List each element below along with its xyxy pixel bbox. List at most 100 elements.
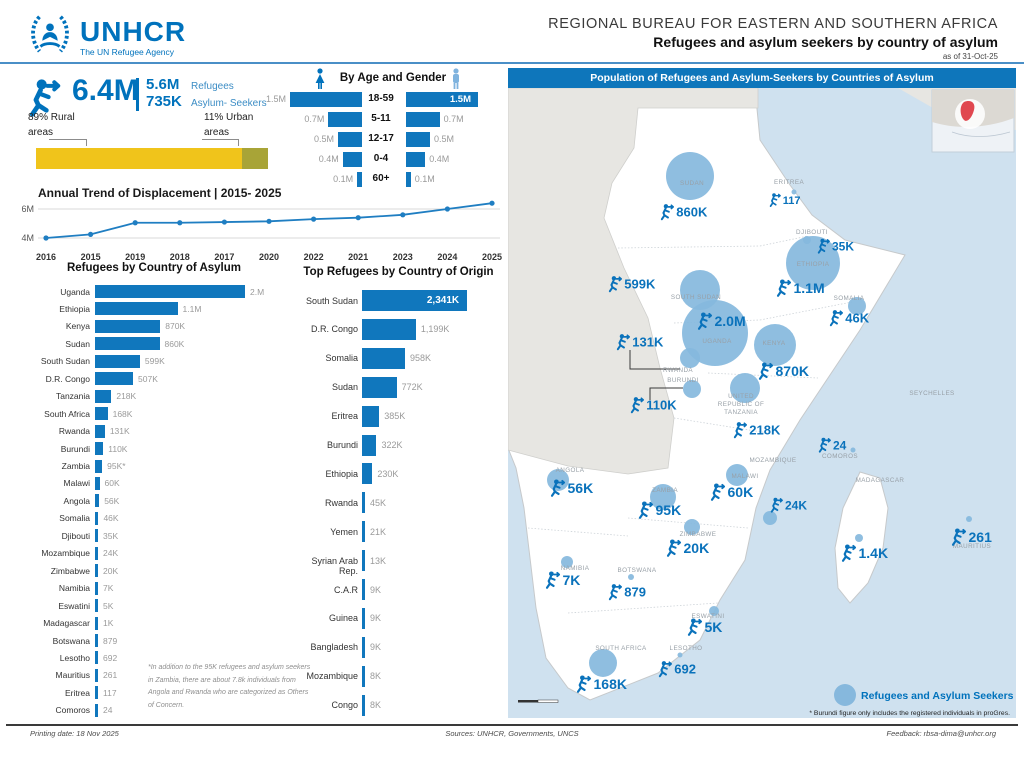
map-bubble xyxy=(650,484,676,510)
bar-value: 168K xyxy=(112,408,133,419)
map-value: 95K xyxy=(656,502,682,518)
bar-value: 13K xyxy=(370,555,387,566)
bar xyxy=(95,354,140,368)
asylum-label: Asylum- Seekers xyxy=(191,98,267,109)
map-bubble xyxy=(848,297,866,315)
asylum-seekers-stat: 735K Asylum- Seekers xyxy=(146,93,296,110)
runner-icon xyxy=(666,539,682,557)
runner-icon xyxy=(687,618,703,636)
non-region-land xyxy=(507,87,759,475)
bar-value: 322K xyxy=(381,440,403,450)
bar-label: C.A.R xyxy=(333,584,358,595)
bar xyxy=(362,434,377,456)
as-of-date: as of 31-Oct-25 xyxy=(942,52,998,61)
total-population: 6.4M xyxy=(72,74,139,107)
map-value: 20K xyxy=(684,540,710,556)
bar-label: Djibouti xyxy=(61,530,90,541)
x-tick: 2023 xyxy=(393,252,413,262)
country-label: BURUNDI xyxy=(667,377,699,384)
bar xyxy=(95,319,161,333)
bar xyxy=(362,579,365,600)
report-subtitle: Refugees and asylum seekers by country o… xyxy=(653,34,998,50)
bar xyxy=(95,668,98,682)
scale-bar xyxy=(518,699,559,703)
bar-label: Mozambique xyxy=(41,548,90,559)
bar-value: 860K xyxy=(164,338,185,349)
bar xyxy=(362,550,365,572)
bar xyxy=(95,494,100,508)
map-footnote: * Burundi figure only includes the regis… xyxy=(809,710,1010,717)
logo-text: UNHCR The UN Refugee Agency xyxy=(80,18,186,58)
country-border xyxy=(759,235,809,247)
map-value: 218K xyxy=(749,423,781,438)
bar-value: 56K xyxy=(104,495,120,506)
female-value: 0.5M xyxy=(313,134,334,144)
map-value: 56K xyxy=(568,480,594,496)
bar-value: 2,341K xyxy=(426,295,460,306)
country-label: ETHIOPIA xyxy=(797,261,830,268)
data-point xyxy=(355,215,361,221)
trend-plot: 6M 4M 2016 2015 2019 2018 2017 2020 2022 2021 2023… xyxy=(10,199,505,270)
map-bubble xyxy=(684,519,700,535)
refugees-stat: 5.6M Refugees xyxy=(146,76,296,93)
bar-value: 35K xyxy=(103,530,119,541)
map-bubble xyxy=(803,236,811,244)
bar xyxy=(95,476,100,490)
male-bar xyxy=(406,92,478,107)
bar-value: 692 xyxy=(103,652,118,663)
country-label: SOMALIA xyxy=(834,295,865,302)
bar-value: 230K xyxy=(377,468,399,479)
map-value: 2.0M xyxy=(715,313,746,329)
bar-value: 20K xyxy=(103,565,119,576)
feedback-email[interactable]: Feedback: rbsa-dima@unhcr.org xyxy=(886,729,996,738)
rural-share: 89% Rural areas xyxy=(28,112,75,138)
bar-label: Zimbabwe xyxy=(50,565,90,576)
bar xyxy=(95,442,104,456)
country-label: RWANDA xyxy=(663,367,693,374)
age-band-label: 18-59 xyxy=(368,93,394,104)
data-point xyxy=(444,206,450,212)
bar-label: Ethiopia xyxy=(325,468,358,479)
runner-icon xyxy=(638,501,654,519)
x-tick: 2016 xyxy=(36,252,56,262)
asylum-chart: Refugees by Country of Asylum Uganda 2.M E… xyxy=(14,262,302,724)
map-bubble xyxy=(628,574,634,580)
bar-label: Eswatini xyxy=(58,600,90,611)
female-bar xyxy=(338,132,362,147)
bar xyxy=(362,694,365,716)
map-bubble xyxy=(547,469,569,491)
country-border xyxy=(527,527,629,537)
female-bar xyxy=(342,152,362,167)
country-label: UNITED xyxy=(728,393,754,400)
bar-label: Madagascar xyxy=(43,618,90,629)
bar xyxy=(95,546,98,560)
bar xyxy=(362,607,365,629)
runner-icon xyxy=(817,238,830,254)
bar xyxy=(95,302,178,316)
bar xyxy=(362,636,365,658)
bar-value: 9K xyxy=(370,642,382,653)
female-icon xyxy=(315,68,325,89)
bar-label: Zambia xyxy=(61,461,90,471)
bar-label: Sudan xyxy=(65,338,90,349)
map-bubble xyxy=(726,464,748,486)
bar-label: Bangladesh xyxy=(310,642,358,653)
data-point xyxy=(311,216,317,222)
country-label: DJIBOUTI xyxy=(796,229,828,236)
runner-icon xyxy=(616,334,630,351)
runner-icon xyxy=(608,584,622,601)
bar-value: 5K xyxy=(103,600,114,611)
bar-value: 95K* xyxy=(107,461,126,471)
x-tick: 2019 xyxy=(125,252,145,262)
map-value: 24K xyxy=(785,498,807,512)
bar xyxy=(362,492,365,514)
female-value: 0.1M xyxy=(333,174,354,184)
map-title: Population of Refugees and Asylum-Seeker… xyxy=(508,68,1016,88)
bar-label: Botswana xyxy=(52,635,90,646)
country-label: TANZANIA xyxy=(724,409,758,416)
brand-tagline: The UN Refugee Agency xyxy=(80,47,175,57)
country-label: UGANDA xyxy=(702,338,732,345)
country-label: SUDAN xyxy=(680,180,704,187)
bar-value: 24K xyxy=(103,548,119,559)
